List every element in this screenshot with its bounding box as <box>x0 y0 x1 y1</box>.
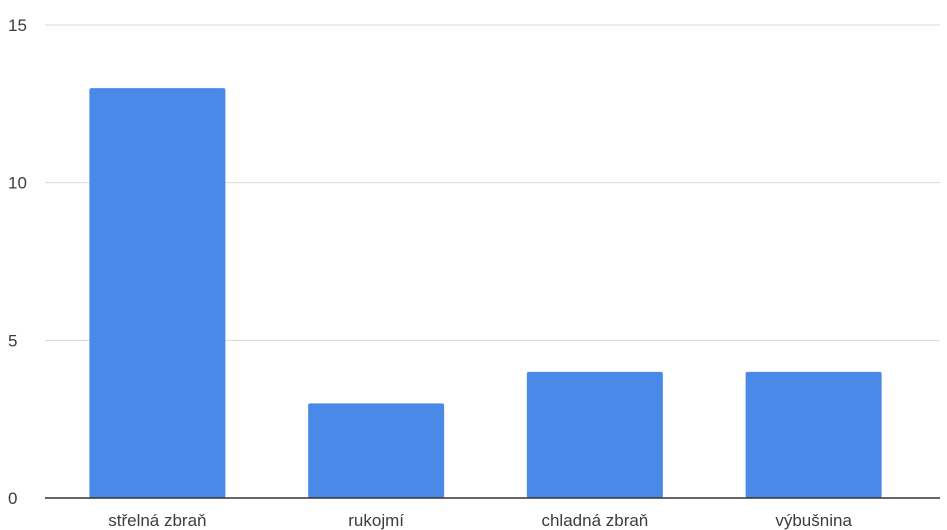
y-tick-label-15: 15 <box>8 16 27 35</box>
x-axis-categories: střelná zbraň rukojmí chladná zbraň výbušni… <box>108 511 852 530</box>
y-tick-label-0: 0 <box>8 489 17 508</box>
bar-1 <box>308 403 445 498</box>
x-category-label-2: chladná zbraň <box>541 511 648 530</box>
x-category-label-1: rukojmí <box>348 511 404 530</box>
y-tick-label-5: 5 <box>8 331 17 350</box>
y-axis-ticks: 0 5 10 15 <box>8 16 27 508</box>
y-tick-label-10: 10 <box>8 174 27 193</box>
bars-layer <box>89 88 882 499</box>
bar-3 <box>745 371 882 498</box>
x-category-label-3: výbušnina <box>775 511 852 530</box>
x-category-label-0: střelná zbraň <box>108 511 206 530</box>
bar-2 <box>526 371 663 498</box>
bar-0 <box>89 88 226 499</box>
